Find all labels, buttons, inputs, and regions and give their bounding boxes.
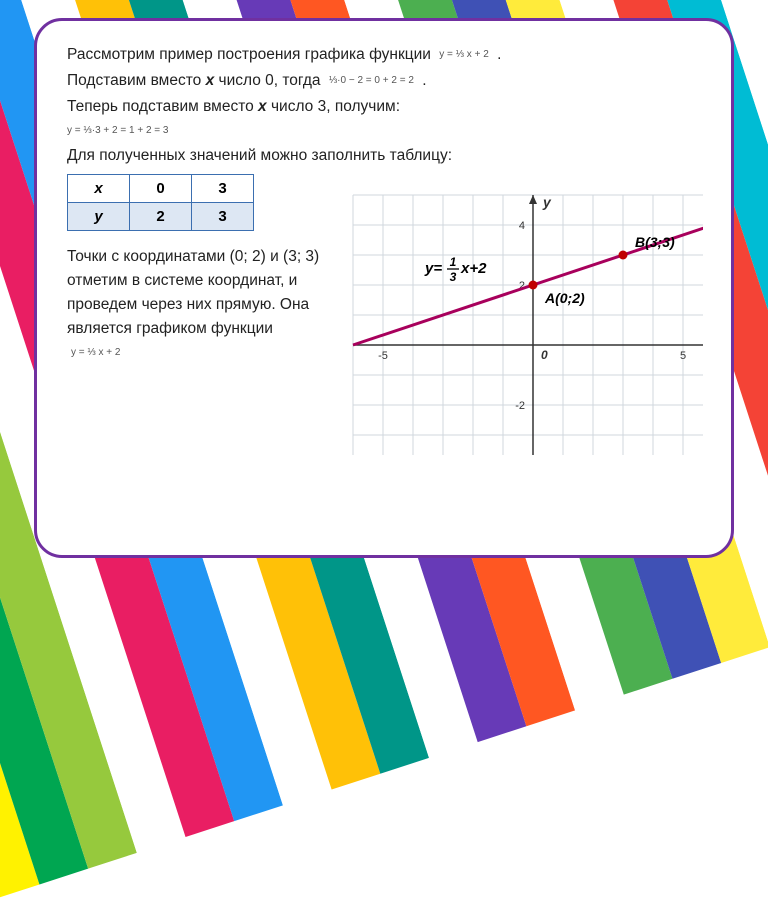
formula-inline-1: y = ⅓ x + 2: [439, 47, 488, 63]
lower-row: Точки с координатами (0; 2) и (3; 3) отм…: [67, 245, 705, 455]
p3-x: x: [258, 98, 267, 115]
p2-b: число 0, тогда: [214, 72, 325, 89]
linear-chart: -55-4-2240xyA(0;2)B(3;3)y= 13 x+2: [343, 165, 703, 455]
cell-x0: 0: [130, 175, 192, 203]
p3-a: Теперь подставим вместо: [67, 98, 258, 115]
svg-text:A(0;2): A(0;2): [544, 290, 585, 306]
p2-a: Подставим вместо: [67, 72, 206, 89]
svg-text:5: 5: [680, 350, 686, 362]
cell-x1: 3: [192, 175, 254, 203]
cell-y0: 2: [130, 203, 192, 231]
svg-text:3: 3: [450, 270, 457, 284]
main-text: Рассмотрим пример построения графика фун…: [67, 43, 705, 168]
paragraph-1: Рассмотрим пример построения графика фун…: [67, 43, 705, 67]
svg-text:B(3;3): B(3;3): [635, 234, 675, 250]
p2-x: x: [206, 72, 215, 89]
lower-text-span: Точки с координатами (0; 2) и (3; 3) отм…: [67, 248, 319, 337]
p1-dot: .: [497, 46, 501, 63]
svg-text:-5: -5: [378, 350, 388, 362]
svg-text:-2: -2: [515, 400, 525, 412]
chart-svg: -55-4-2240xyA(0;2)B(3;3)y= 13 x+2: [343, 165, 703, 455]
values-table: x 0 3 y 2 3: [67, 174, 254, 231]
p3-b: число 3, получим:: [267, 98, 400, 115]
svg-text:y=: y=: [424, 260, 442, 277]
paragraph-3: Теперь подставим вместо x число 3, получ…: [67, 95, 705, 119]
svg-text:y: y: [542, 194, 552, 210]
svg-text:x+2: x+2: [460, 260, 487, 277]
svg-text:4: 4: [519, 220, 525, 232]
p1-text: Рассмотрим пример построения графика фун…: [67, 46, 431, 63]
content-card: Рассмотрим пример построения графика фун…: [34, 18, 734, 558]
svg-text:1: 1: [450, 255, 457, 269]
formula-inline-2: ⅓·0 − 2 = 0 + 2 = 2: [329, 73, 414, 89]
p2-dot: .: [422, 72, 426, 89]
lower-text: Точки с координатами (0; 2) и (3; 3) отм…: [67, 245, 329, 455]
paragraph-2: Подставим вместо x число 0, тогда ⅓·0 − …: [67, 69, 705, 93]
th-y: y: [68, 203, 130, 231]
table-row-x: x 0 3: [68, 175, 254, 203]
table-row-y: y 2 3: [68, 203, 254, 231]
th-x: x: [68, 175, 130, 203]
formula-line: y = ⅓·3 + 2 = 1 + 2 = 3: [67, 125, 705, 136]
formula-inline-3: y = ⅓ x + 2: [71, 345, 120, 361]
svg-text:0: 0: [541, 348, 548, 362]
cell-y1: 3: [192, 203, 254, 231]
